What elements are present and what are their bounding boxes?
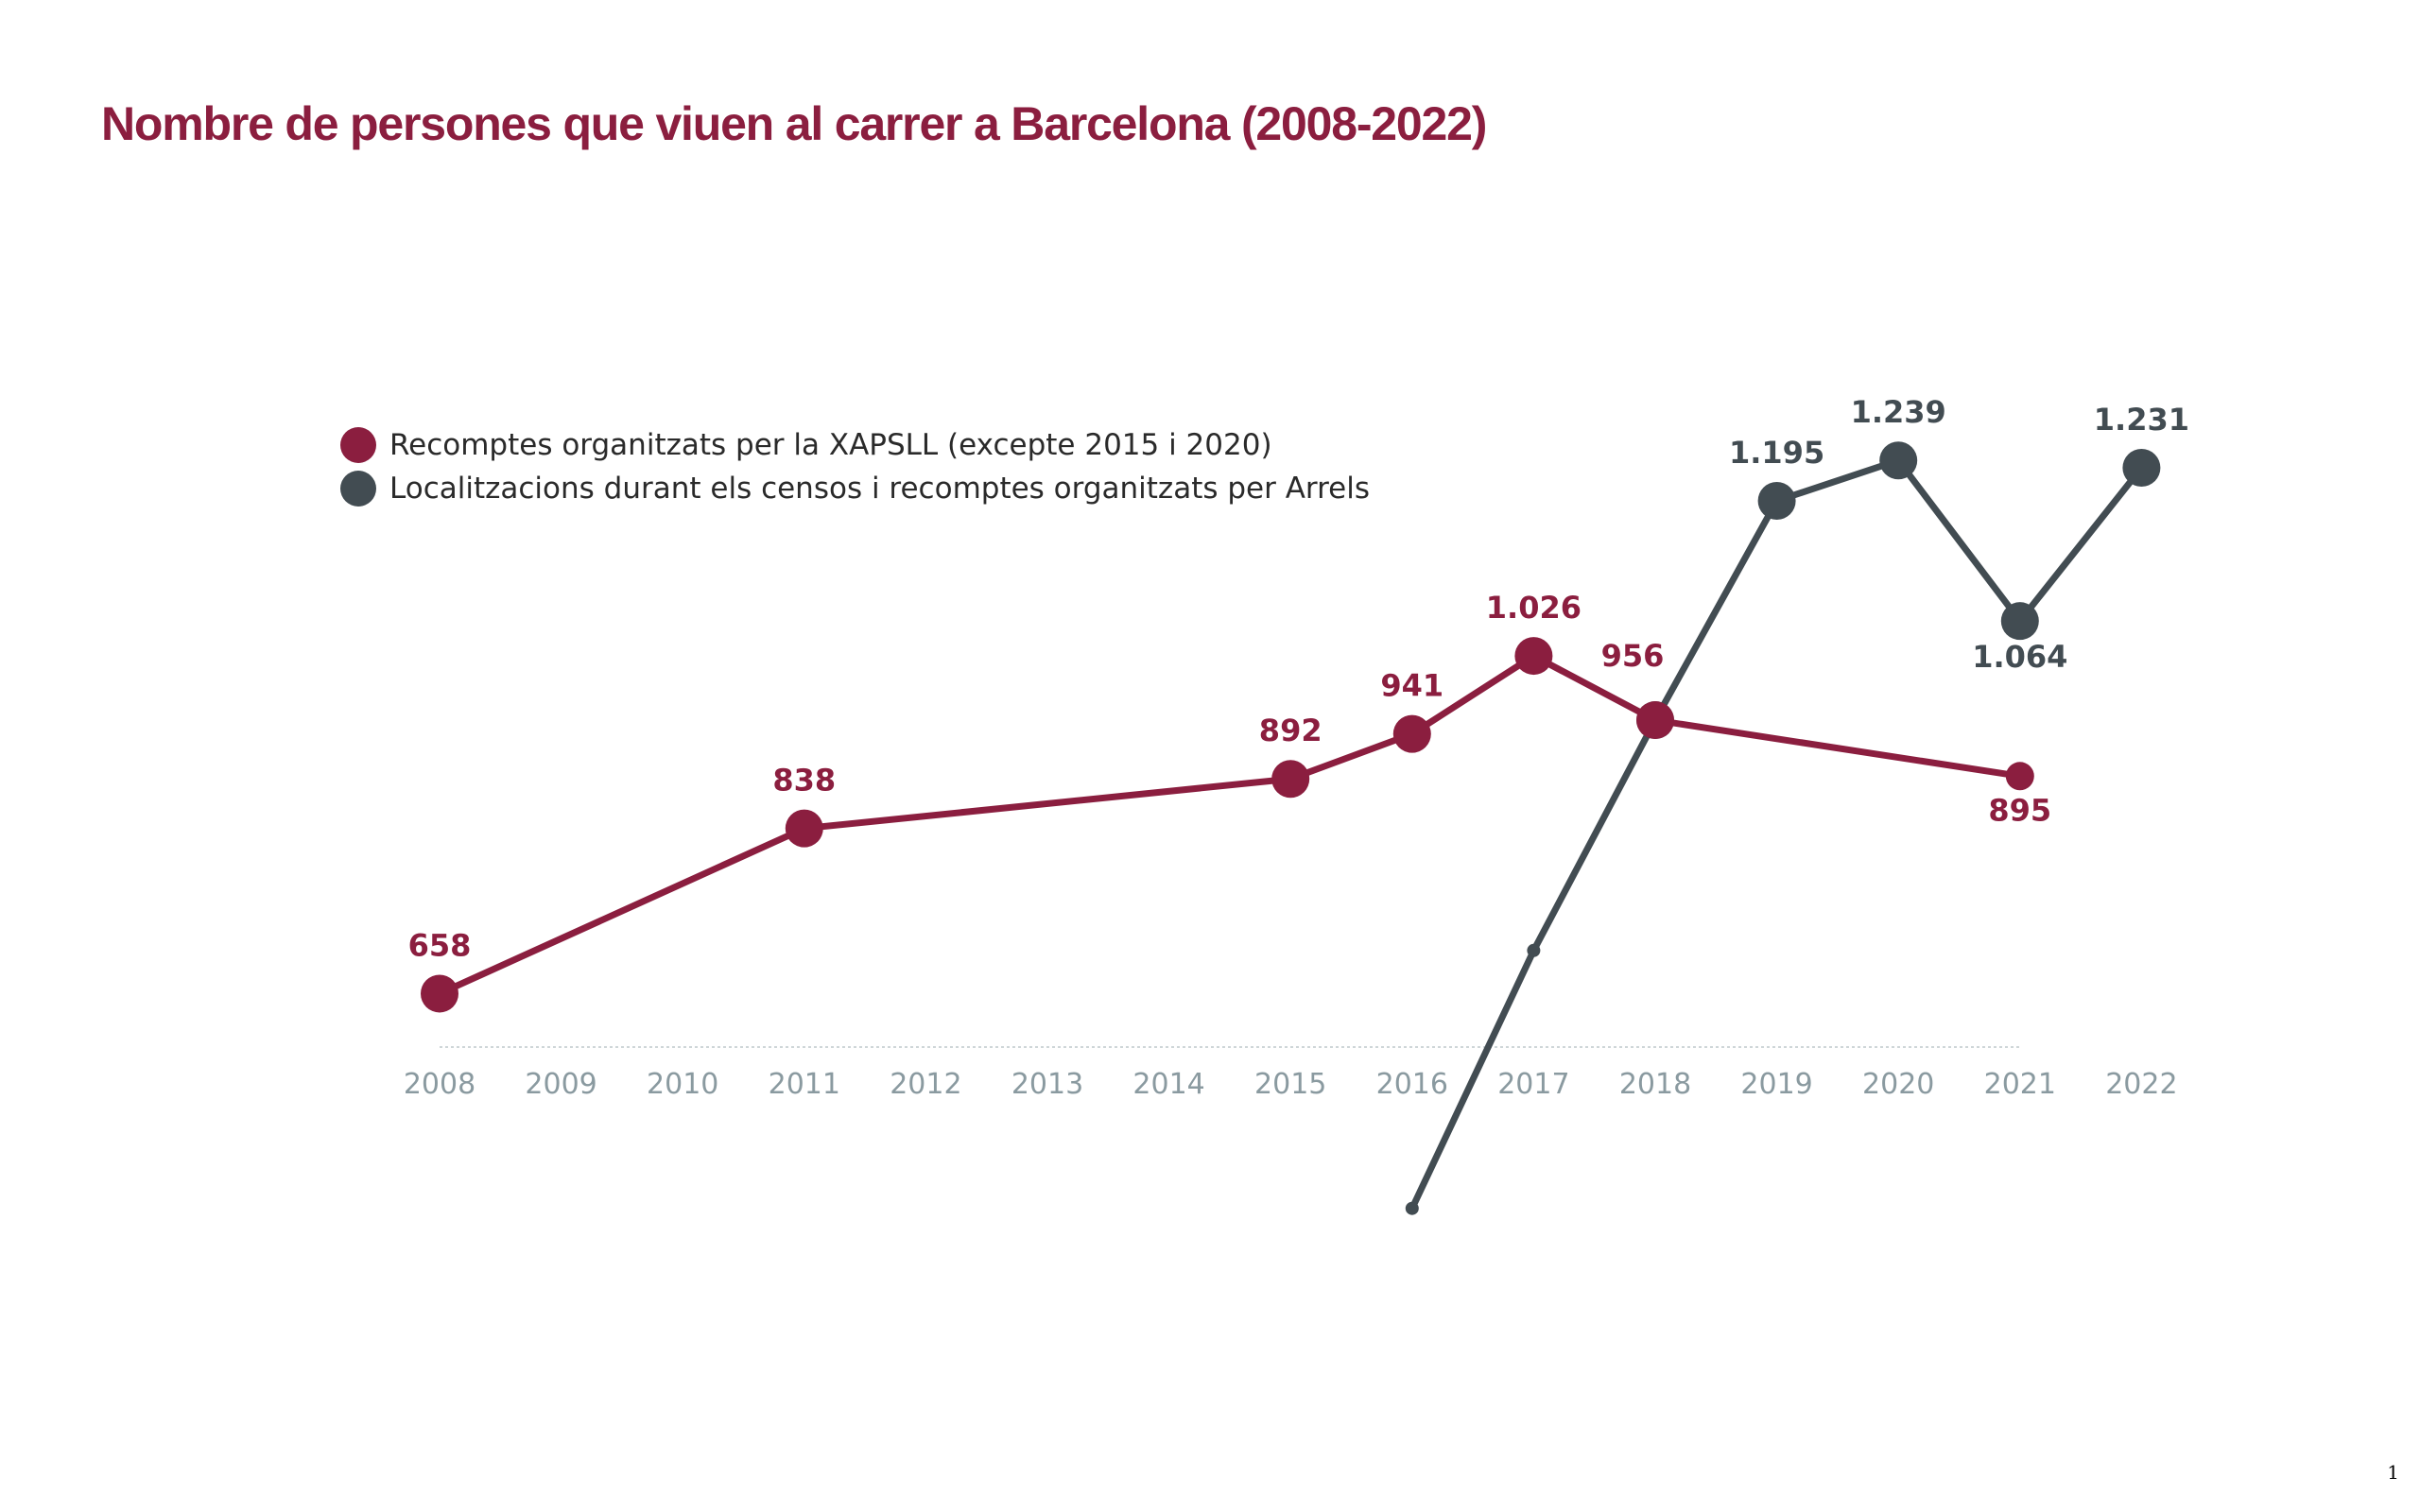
x-tick-label: 2019 — [1740, 1068, 1812, 1101]
data-point — [1405, 1201, 1419, 1215]
data-point — [1392, 714, 1431, 753]
chart-title: Nombre de persones que viuen al carrer a… — [101, 97, 1487, 150]
data-label: 1.231 — [2094, 402, 2189, 438]
x-tick-label: 2014 — [1132, 1068, 1204, 1101]
legend-label-xapsll: Recomptes organitzats per la XAPSLL (exc… — [389, 428, 1272, 462]
x-tick-label: 2012 — [890, 1068, 961, 1101]
x-tick-label: 2013 — [1011, 1068, 1083, 1101]
x-tick-label: 2022 — [2105, 1068, 2177, 1101]
data-point — [2005, 762, 2034, 791]
data-label: 1.064 — [1972, 639, 2067, 675]
legend-item-arrels: Localitzacions durant els censos i recom… — [340, 467, 1370, 510]
x-axis: 2008 2009 2010 2011 2012 2013 2014 2015 2016 2017… — [404, 1046, 2178, 1101]
data-point — [785, 809, 823, 848]
data-label-layer: 658 838 892 941 1.026 956 895 1.195 1.239 1.064 1.… — [408, 394, 2189, 963]
chart-legend: Recomptes organitzats per la XAPSLL (exc… — [340, 423, 1370, 510]
data-point — [2000, 602, 2039, 641]
data-label: 956 — [1601, 638, 1665, 674]
legend-marker-xapsll — [340, 427, 376, 463]
x-tick-label: 2010 — [647, 1068, 718, 1101]
x-tick-label: 2011 — [769, 1068, 840, 1101]
x-tick-label: 2009 — [525, 1068, 596, 1101]
data-label: 1.026 — [1486, 590, 1582, 626]
data-point — [1514, 637, 1553, 676]
data-point — [2122, 449, 2161, 488]
data-label: 895 — [1988, 792, 2051, 828]
data-point — [1757, 481, 1796, 520]
data-point — [1636, 701, 1674, 740]
series-xapsll — [421, 637, 2034, 1013]
legend-item-xapsll: Recomptes organitzats per la XAPSLL (exc… — [340, 423, 1370, 467]
page-number: 1 — [2387, 1461, 2399, 1484]
data-point — [1879, 441, 1918, 480]
legend-label-arrels: Localitzacions durant els censos i recom… — [389, 472, 1371, 506]
data-label: 1.239 — [1851, 394, 1946, 430]
x-tick-label: 2017 — [1497, 1068, 1569, 1101]
x-tick-label: 2020 — [1862, 1068, 1934, 1101]
data-point — [1527, 943, 1541, 957]
data-point — [421, 974, 458, 1013]
legend-marker-arrels — [340, 471, 376, 507]
x-tick-label: 2008 — [404, 1068, 475, 1101]
data-label: 658 — [408, 927, 472, 963]
series-line — [436, 652, 2024, 997]
data-label: 1.195 — [1729, 435, 1824, 471]
data-label: 838 — [772, 763, 836, 799]
data-label: 892 — [1259, 713, 1322, 748]
x-tick-label: 2021 — [1984, 1068, 2056, 1101]
x-tick-label: 2015 — [1254, 1068, 1326, 1101]
x-tick-label: 2016 — [1376, 1068, 1448, 1101]
x-tick-label: 2018 — [1619, 1068, 1691, 1101]
data-point — [1271, 760, 1310, 799]
data-label: 941 — [1380, 668, 1443, 704]
series-layer — [421, 441, 2161, 1215]
